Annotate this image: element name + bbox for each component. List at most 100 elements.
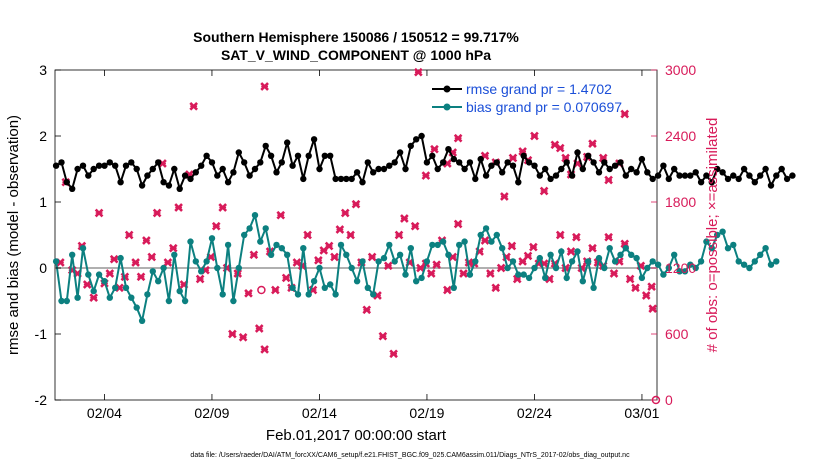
obs-assimilated-marker bbox=[82, 280, 92, 289]
obs-assimilated-marker bbox=[631, 283, 640, 293]
rmse-series-point bbox=[536, 172, 543, 179]
rmse-series-point bbox=[450, 155, 457, 163]
x-axis-label: Feb.01,2017 00:00:00 start bbox=[266, 427, 447, 444]
rmse-series-point bbox=[482, 172, 490, 179]
bias-series-point bbox=[488, 238, 495, 245]
rmse-series-point bbox=[520, 152, 527, 159]
rmse-series-point bbox=[644, 169, 651, 176]
rmse-series-point bbox=[746, 172, 753, 179]
bias-series-point bbox=[165, 297, 173, 305]
obs-assimilated-marker bbox=[314, 255, 323, 265]
rmse-series-point bbox=[488, 162, 495, 169]
rmse-series-point bbox=[95, 162, 103, 169]
rmse-series-point bbox=[740, 165, 748, 173]
obs-assimilated-marker bbox=[530, 131, 539, 141]
rmse-series-point bbox=[735, 175, 742, 183]
rmse-series-point bbox=[606, 165, 613, 173]
bias-series-point bbox=[601, 264, 608, 272]
y-left-tick-label: 1 bbox=[39, 194, 47, 210]
bias-series-point bbox=[321, 284, 328, 291]
data-file-footer: data file: /Users/raeder/DAI/ATM_forcXX/… bbox=[190, 452, 630, 459]
rmse-series-point bbox=[85, 172, 92, 179]
rmse-series-point bbox=[359, 179, 366, 186]
y-axis-left-label: rmse and bias (model - observation) bbox=[5, 115, 22, 355]
rmse-series-point bbox=[477, 155, 484, 163]
rmse-series-point bbox=[386, 162, 393, 169]
obs-assimilated-marker bbox=[335, 225, 345, 234]
bias-series-point bbox=[230, 297, 237, 305]
bias-series-point bbox=[364, 284, 371, 291]
bias-series-point bbox=[499, 245, 506, 252]
rmse-series-point bbox=[375, 165, 382, 173]
bias-series-point bbox=[79, 245, 87, 252]
bias-series-point bbox=[101, 278, 108, 285]
rmse-series-point bbox=[429, 152, 436, 159]
rmse-series-point bbox=[579, 165, 586, 173]
obs-assimilated-marker bbox=[620, 109, 630, 119]
bias-series-point bbox=[687, 261, 694, 268]
obs-assimilated-marker bbox=[609, 269, 619, 278]
rmse-series-point bbox=[542, 165, 549, 173]
rmse-series-point bbox=[515, 179, 522, 186]
obs-assimilated-marker bbox=[508, 153, 518, 163]
rmse-series-point bbox=[52, 162, 60, 169]
rmse-series-point bbox=[413, 136, 420, 143]
bias-series-point bbox=[515, 271, 522, 278]
obs-assimilated-marker bbox=[432, 260, 441, 270]
obs-assimilated-marker bbox=[260, 82, 269, 91]
rmse-series-point bbox=[69, 185, 76, 192]
rmse-series-point bbox=[783, 175, 791, 183]
bias-series-point bbox=[649, 258, 656, 265]
rmse-series-point bbox=[396, 149, 404, 156]
rmse-series-point bbox=[472, 175, 479, 183]
bias-series-point bbox=[740, 261, 748, 268]
obs-assimilated-marker bbox=[486, 269, 495, 278]
y-right-tick-label: 1200 bbox=[665, 260, 696, 276]
bias-series-point bbox=[267, 251, 275, 258]
bias-series-point bbox=[746, 264, 753, 272]
x-tick-label: 02/09 bbox=[194, 405, 229, 421]
bias-series-point bbox=[719, 228, 726, 235]
rmse-series-point bbox=[208, 159, 216, 166]
bias-series-point bbox=[214, 264, 221, 272]
bias-series-point bbox=[757, 251, 764, 258]
bias-series-point bbox=[155, 278, 162, 285]
rmse-series-point bbox=[348, 175, 355, 183]
bias-series-point bbox=[74, 294, 81, 301]
obs-assimilated-marker bbox=[211, 221, 221, 231]
rmse-series-point bbox=[155, 159, 162, 166]
bias-series-point bbox=[316, 264, 323, 272]
y-right-tick-label: 2400 bbox=[665, 128, 696, 144]
rmse-series-point bbox=[504, 159, 511, 166]
bias-series-point bbox=[310, 278, 318, 285]
bias-series-point bbox=[63, 297, 70, 305]
obs-assimilated-marker bbox=[453, 219, 463, 229]
bias-series-point bbox=[413, 278, 420, 285]
bias-series-point bbox=[450, 284, 457, 291]
rmse-series-point bbox=[751, 179, 758, 186]
obs-assimilated-marker bbox=[238, 332, 248, 342]
obs-assimilated-marker bbox=[453, 133, 463, 143]
bias-series-point bbox=[579, 278, 586, 285]
bias-series-point bbox=[176, 287, 183, 295]
bias-series-point bbox=[117, 254, 124, 262]
bias-series-point bbox=[585, 258, 592, 265]
rmse-series-point bbox=[262, 142, 269, 150]
rmse-series-point bbox=[90, 165, 97, 173]
bias-series-point bbox=[547, 251, 554, 258]
rmse-series-point bbox=[558, 165, 565, 173]
bias-series-point bbox=[531, 264, 538, 272]
x-tick-label: 03/01 bbox=[624, 405, 659, 421]
obs-assimilated-marker bbox=[147, 252, 157, 262]
rmse-series-point bbox=[697, 179, 705, 186]
rmse-series-point bbox=[267, 152, 275, 159]
rmse-series-point bbox=[499, 169, 506, 176]
rmse-series-point bbox=[676, 172, 683, 179]
rmse-series-point bbox=[708, 179, 715, 186]
rmse-series-point bbox=[235, 149, 242, 156]
obs-assimilated-marker bbox=[572, 232, 581, 242]
obs-assimilated-marker bbox=[351, 199, 361, 209]
obs-assimilated-marker bbox=[430, 144, 439, 154]
bias-series-point bbox=[708, 245, 715, 252]
rmse-series-point bbox=[364, 159, 371, 166]
